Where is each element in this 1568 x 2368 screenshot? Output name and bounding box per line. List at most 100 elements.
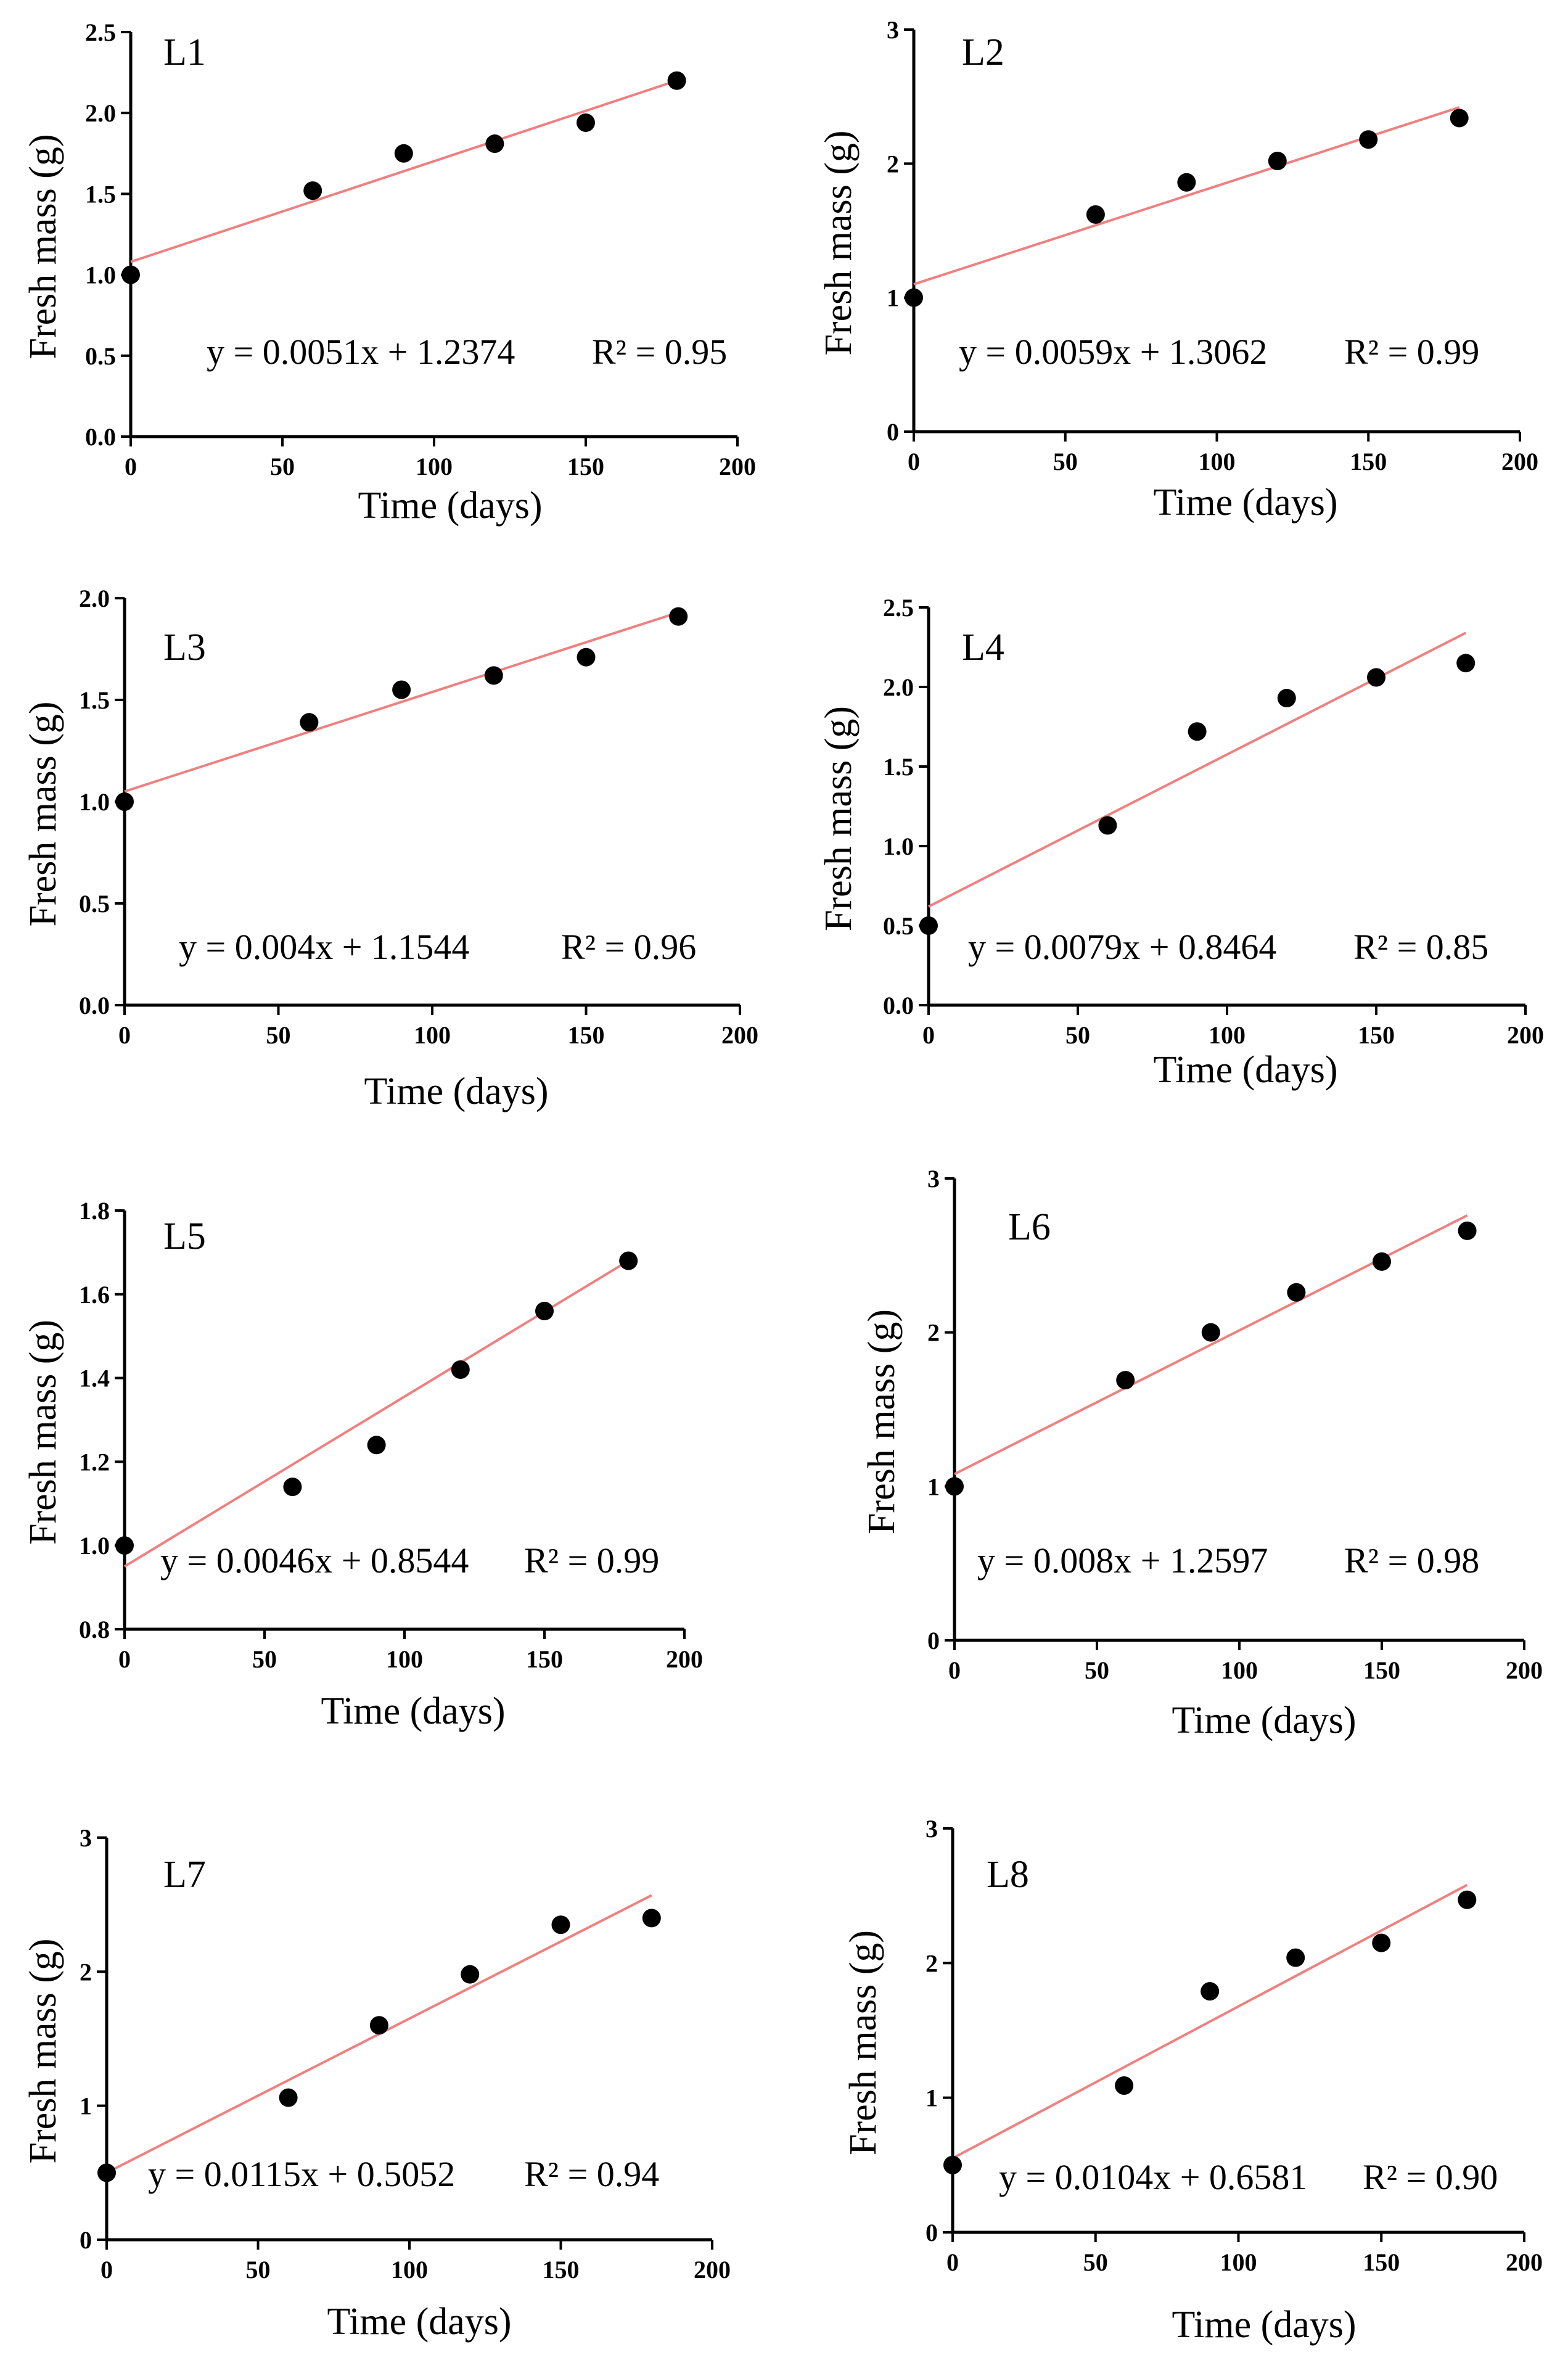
x-tick-label: 0 <box>922 1021 935 1049</box>
panel-label: L5 <box>163 1215 206 1257</box>
data-point <box>1188 722 1207 741</box>
x-axis-title: Time (days) <box>364 1071 548 1112</box>
data-point <box>1458 1221 1477 1240</box>
r-squared: R² = 0.85 <box>1353 927 1488 967</box>
y-axis-title: Fresh mass (g) <box>818 706 860 931</box>
panel-label: L2 <box>962 31 1004 73</box>
x-axis-title: Time (days) <box>1172 1700 1356 1741</box>
x-tick-label: 50 <box>1053 448 1078 475</box>
regression-line <box>130 79 678 263</box>
data-point <box>115 792 134 811</box>
data-point <box>485 134 504 154</box>
data-point <box>919 916 938 935</box>
panel-label: L4 <box>962 627 1004 668</box>
r-squared: R² = 0.99 <box>524 1540 659 1581</box>
data-point <box>367 1436 386 1455</box>
y-tick-label: 0 <box>80 2226 92 2254</box>
y-tick-label: 0.8 <box>79 1616 110 1643</box>
x-tick-label: 50 <box>1085 1656 1109 1684</box>
panel-label: L6 <box>1008 1206 1051 1248</box>
y-tick-label: 2 <box>926 1949 938 1977</box>
data-point <box>669 607 688 626</box>
data-point <box>1201 1323 1220 1342</box>
data-point <box>1367 668 1385 687</box>
r-squared: R² = 0.96 <box>561 927 696 967</box>
y-tick-label: 2.0 <box>85 99 116 127</box>
data-point <box>1359 130 1378 149</box>
x-axis-title: Time (days) <box>358 485 542 527</box>
y-tick-label: 1.2 <box>79 1448 110 1476</box>
y-tick-label: 1.8 <box>79 1197 110 1225</box>
data-point <box>283 1478 302 1497</box>
y-axis-title: Fresh mass (g) <box>842 1930 884 2155</box>
data-point <box>1456 654 1476 673</box>
r-squared: R² = 0.95 <box>592 332 727 372</box>
data-point <box>667 71 686 90</box>
panel-l8: 0 1 2 3 0 50 100 150 200 L8 y = 0.0104x + 0.6581 R²… <box>842 1815 1543 2346</box>
x-tick-label: 150 <box>1363 1656 1400 1684</box>
regression-equation: y = 0.0051x + 1.2374 <box>207 332 515 372</box>
x-tick-label: 150 <box>1350 448 1387 475</box>
y-tick-label: 0 <box>927 1627 940 1655</box>
x-tick-label: 200 <box>719 453 756 480</box>
data-point <box>115 1536 134 1555</box>
r-squared: R² = 0.98 <box>1344 1540 1479 1581</box>
x-tick-label: 200 <box>1506 2248 1543 2276</box>
r-squared: R² = 0.90 <box>1363 2157 1498 2197</box>
regression-equation: y = 0.0104x + 0.6581 <box>999 2157 1307 2197</box>
data-point <box>1287 1283 1306 1302</box>
y-axis-title: Fresh mass (g) <box>22 1320 64 1545</box>
regression-line <box>124 611 679 793</box>
y-tick-label: 1.6 <box>79 1281 110 1309</box>
x-tick-label: 200 <box>694 2256 731 2284</box>
y-tick-label: 1 <box>927 1473 940 1500</box>
data-point <box>121 265 140 284</box>
y-axis-title: Fresh mass (g) <box>818 130 860 355</box>
data-point <box>394 144 413 163</box>
data-point <box>619 1251 638 1270</box>
panel-l6: 0 1 2 3 0 50 100 150 200 L6 y = 0.008x + 1.2597 R² … <box>861 1165 1543 1741</box>
data-point <box>1086 205 1105 224</box>
regression-equation: y = 0.008x + 1.2597 <box>977 1540 1268 1581</box>
x-tick-label: 50 <box>246 2256 271 2284</box>
y-tick-label: 0.0 <box>79 992 110 1019</box>
x-tick-label: 200 <box>666 1645 703 1673</box>
y-tick-label: 1.4 <box>79 1365 110 1392</box>
y-tick-label: 1.5 <box>85 180 116 208</box>
y-tick-label: 2.0 <box>883 673 914 701</box>
y-tick-label: 1.5 <box>883 753 914 781</box>
x-axis-title: Time (days) <box>1153 482 1337 524</box>
y-tick-label: 1 <box>80 2092 92 2120</box>
regression-equation: y = 0.0079x + 0.8464 <box>968 927 1276 967</box>
y-tick-label: 2.5 <box>85 18 116 46</box>
data-point <box>303 181 322 200</box>
y-tick-label: 0.5 <box>79 890 110 918</box>
x-tick-label: 200 <box>721 1021 758 1049</box>
panel-label: L7 <box>163 1854 206 1896</box>
x-axis-title: Time (days) <box>1172 2304 1356 2346</box>
x-tick-label: 150 <box>568 1021 605 1049</box>
y-tick-label: 1.0 <box>79 788 110 816</box>
x-tick-label: 150 <box>543 2256 580 2284</box>
y-tick-label: 1.0 <box>79 1532 110 1560</box>
x-axis-title: Time (days) <box>1153 1049 1337 1091</box>
data-point <box>484 666 503 685</box>
panel-label: L3 <box>163 627 206 668</box>
y-tick-label: 2 <box>927 1319 940 1347</box>
panel-l2: 0 1 2 3 0 50 100 150 200 L2 y = 0.0059x + 1.3062 R²… <box>818 16 1538 524</box>
y-tick-label: 0.0 <box>883 992 914 1019</box>
y-tick-label: 0.5 <box>85 342 116 370</box>
x-tick-label: 100 <box>1221 1656 1258 1684</box>
regression-line <box>123 1259 630 1568</box>
data-point <box>551 1915 570 1934</box>
y-tick-label: 3 <box>887 16 899 44</box>
x-tick-label: 0 <box>101 2256 113 2284</box>
x-tick-label: 50 <box>266 1021 291 1049</box>
x-tick-label: 150 <box>567 453 604 480</box>
data-point <box>642 1909 661 1928</box>
data-point <box>535 1301 554 1320</box>
panel-label: L1 <box>163 31 206 73</box>
x-tick-label: 100 <box>416 453 453 480</box>
data-point <box>577 648 596 667</box>
data-point <box>905 288 923 307</box>
